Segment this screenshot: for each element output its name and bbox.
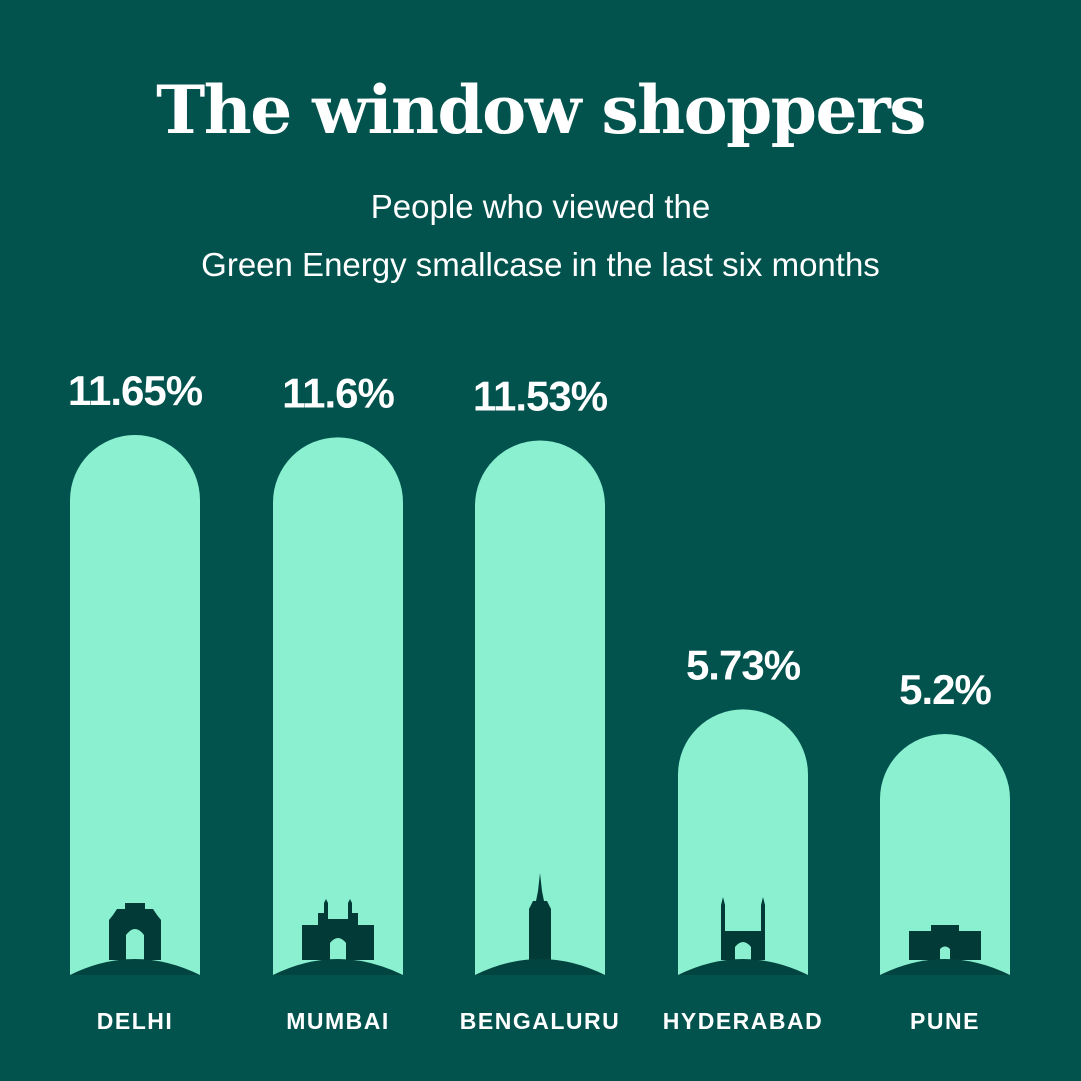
value-label: 11.65% xyxy=(68,367,203,414)
category-label: HYDERABAD xyxy=(663,1008,823,1034)
category-label: PUNE xyxy=(910,1008,980,1034)
page-title: The window shoppers xyxy=(156,71,926,149)
value-label: 5.2% xyxy=(899,666,991,713)
gateway-of-india-icon xyxy=(302,899,374,960)
bar-pune xyxy=(880,733,1010,975)
bar-mumbai xyxy=(273,437,403,975)
category-label: MUMBAI xyxy=(286,1008,390,1034)
value-label: 11.53% xyxy=(473,373,608,420)
ground-mound xyxy=(273,959,403,975)
india-gate-icon xyxy=(109,903,161,960)
shaniwar-wada-icon xyxy=(909,925,981,960)
subtitle-line-2: Green Energy smallcase in the last six m… xyxy=(201,246,880,283)
bar-delhi xyxy=(70,435,200,975)
ground-mound xyxy=(70,959,200,975)
bar-hyderabad xyxy=(678,709,808,975)
category-label: BENGALURU xyxy=(460,1008,620,1034)
subtitle-line-1: People who viewed the xyxy=(370,188,711,225)
bengaluru-tower-icon xyxy=(529,873,551,960)
ground-mound xyxy=(475,959,605,975)
value-label: 11.6% xyxy=(282,369,394,416)
subtitle: People who viewed the Green Energy small… xyxy=(0,178,1081,294)
bar-bengaluru xyxy=(475,440,605,975)
category-label: DELHI xyxy=(97,1008,174,1034)
ground-mound xyxy=(880,959,1010,975)
charminar-icon xyxy=(721,897,765,960)
ground-mound xyxy=(678,959,808,975)
value-label: 5.73% xyxy=(686,641,801,688)
